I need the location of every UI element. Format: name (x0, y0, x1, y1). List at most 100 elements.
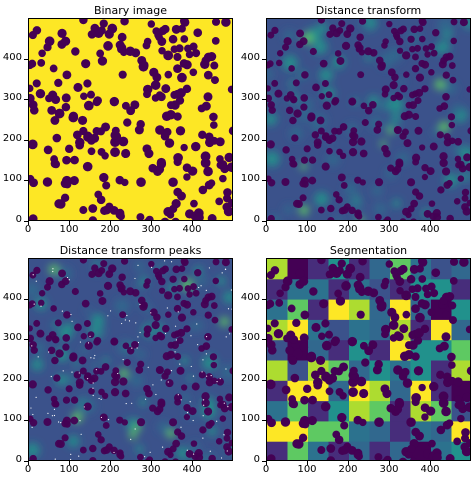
peak-marker (202, 415, 204, 417)
blob (375, 120, 383, 128)
blob (207, 179, 216, 187)
blob (207, 214, 217, 220)
blob (414, 328, 424, 338)
blob (409, 45, 416, 53)
blob (414, 44, 421, 52)
blob (228, 326, 232, 333)
segment-region (390, 421, 411, 443)
y-tick (262, 298, 266, 300)
peak-marker (98, 397, 100, 400)
y-tick-label: 300 (2, 332, 22, 344)
blob (270, 266, 280, 275)
blob (134, 125, 144, 135)
blob (387, 68, 396, 77)
peak-marker (149, 451, 151, 453)
blob (190, 283, 197, 291)
blob (421, 85, 429, 93)
blob (386, 20, 393, 28)
blob (462, 207, 470, 216)
peak-marker (66, 276, 69, 279)
peak-marker (60, 422, 62, 424)
blob (204, 332, 212, 341)
blob (191, 382, 200, 391)
blob (172, 265, 181, 274)
ridge (314, 191, 329, 207)
blob (429, 142, 438, 151)
peak-marker (134, 277, 136, 280)
blob (223, 206, 232, 217)
blob (359, 341, 368, 350)
peak-marker (79, 420, 81, 422)
blob (321, 340, 332, 351)
blob (405, 101, 413, 109)
peak-marker (92, 382, 94, 384)
peak-marker (109, 310, 112, 312)
blob (212, 259, 220, 266)
blob (388, 320, 399, 330)
blob (332, 191, 340, 198)
peak-marker (30, 407, 32, 409)
blob (165, 311, 172, 318)
blob (330, 366, 339, 376)
blob (436, 425, 446, 435)
blob (131, 341, 139, 349)
blob (300, 156, 309, 164)
blob (288, 399, 298, 409)
blob (121, 389, 130, 398)
blob (432, 29, 440, 37)
blob (51, 356, 59, 365)
blob (155, 125, 165, 135)
x-tick-label: 100 (297, 464, 317, 475)
blob (33, 319, 41, 327)
blob (289, 335, 297, 344)
blob (465, 163, 470, 172)
blob (317, 446, 326, 455)
x-tick (110, 221, 111, 225)
blob (193, 28, 203, 38)
blob (65, 385, 73, 393)
blob (295, 268, 305, 279)
peak-marker (161, 446, 164, 448)
peak-marker (52, 270, 54, 273)
blob (183, 173, 191, 181)
ridge (267, 112, 277, 126)
x-tick (266, 461, 267, 465)
blob (337, 173, 346, 182)
peak-marker (205, 336, 208, 338)
blob (325, 91, 333, 99)
blob (117, 453, 125, 460)
blob (120, 259, 129, 265)
blob (173, 187, 183, 197)
blob (161, 458, 169, 460)
blob (122, 342, 130, 350)
blob (399, 25, 407, 33)
blob (88, 204, 98, 213)
blob (70, 396, 79, 404)
blob (320, 401, 331, 412)
blob (45, 277, 54, 286)
blob (29, 334, 35, 343)
blob (116, 416, 124, 424)
blob (325, 376, 334, 385)
blob (425, 406, 436, 416)
y-tick-label: 0 (15, 454, 22, 465)
blob (267, 333, 273, 343)
blob (47, 105, 57, 115)
blob (173, 393, 183, 402)
blob (207, 292, 216, 301)
blob (374, 453, 383, 460)
blob (61, 277, 70, 286)
x-tick-label: 200 (100, 224, 120, 235)
peak-marker (71, 320, 73, 322)
blob (112, 367, 120, 375)
peak-marker (170, 369, 173, 372)
segment-region (308, 421, 329, 443)
blob (155, 164, 165, 174)
blob (448, 301, 457, 310)
blob (449, 259, 459, 266)
blob (166, 350, 175, 359)
blob (202, 342, 211, 350)
ridge (267, 68, 274, 80)
segment-region (308, 259, 329, 280)
peak-marker (143, 456, 146, 458)
